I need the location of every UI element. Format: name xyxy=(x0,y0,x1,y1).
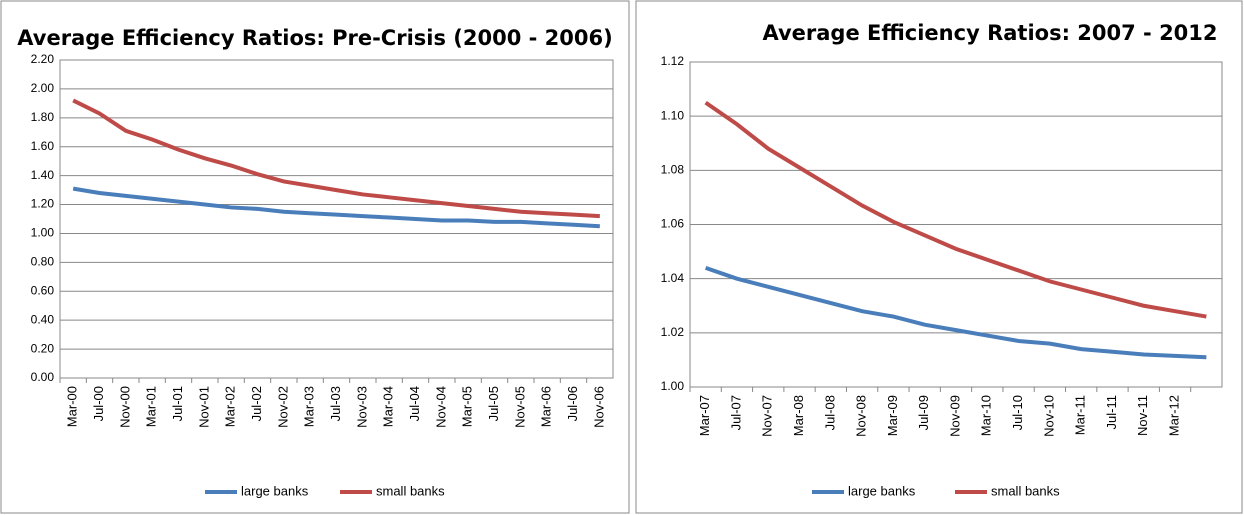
y-tick-label: 1.12 xyxy=(661,54,685,68)
x-tick-label: Nov-06 xyxy=(591,386,606,428)
y-tick-label: 1.02 xyxy=(661,325,685,339)
y-tick-label: 1.08 xyxy=(661,163,685,177)
x-tick-label: Nov-05 xyxy=(512,386,527,428)
x-tick-label: Mar-00 xyxy=(65,386,80,427)
x-tick-label: Mar-01 xyxy=(144,386,159,427)
y-tick-label: 0.00 xyxy=(31,370,55,384)
y-tick-label: 1.60 xyxy=(31,139,55,153)
x-tick-label: Mar-03 xyxy=(302,386,317,427)
legend-label: small banks xyxy=(376,483,445,498)
x-tick-label: Jul-03 xyxy=(328,386,343,421)
y-tick-label: 1.40 xyxy=(31,168,55,182)
x-tick-label: Mar-06 xyxy=(539,386,554,427)
x-tick-label: Nov-09 xyxy=(947,395,962,437)
x-tick-label: Nov-08 xyxy=(854,395,869,437)
x-tick-label: Jul-07 xyxy=(728,395,743,430)
line-series xyxy=(704,100,1207,319)
y-tick-label: 2.20 xyxy=(31,52,55,66)
x-tick-label: Nov-07 xyxy=(760,395,775,437)
x-tick-label: Mar-08 xyxy=(791,395,806,436)
legend-label: small banks xyxy=(991,483,1060,498)
x-tick-label: Nov-00 xyxy=(117,386,132,428)
x-tick-label: Jul-02 xyxy=(249,386,264,421)
legend-label: large banks xyxy=(241,483,309,498)
plot-frame xyxy=(59,59,614,379)
x-tick-label: Mar-02 xyxy=(223,386,238,427)
line-series xyxy=(72,186,600,229)
x-tick-label: Nov-03 xyxy=(354,386,369,428)
x-tick-label: Jul-11 xyxy=(1104,395,1119,429)
x-tick-label: Jul-05 xyxy=(486,386,501,421)
chart-title: Average Efficiency Ratios: 2007 - 2012 xyxy=(762,21,1217,45)
y-tick-label: 0.40 xyxy=(31,312,55,326)
y-tick-label: 0.80 xyxy=(31,255,55,269)
x-tick-label: Jul-04 xyxy=(407,386,422,421)
x-tick-label: Jul-06 xyxy=(565,386,580,421)
x-tick-label: Jul-10 xyxy=(1010,395,1025,430)
x-tick-label: Nov-04 xyxy=(433,386,448,428)
x-tick-label: Nov-11 xyxy=(1135,395,1150,436)
y-tick-label: 1.04 xyxy=(661,271,685,285)
x-tick-label: Mar-09 xyxy=(885,395,900,436)
x-tick-label: Jul-01 xyxy=(170,386,185,421)
y-tick-label: 1.00 xyxy=(31,226,55,240)
y-tick-label: 1.10 xyxy=(661,108,685,122)
x-tick-label: Jul-09 xyxy=(916,395,931,430)
panel-border xyxy=(635,0,1243,514)
chart-title: Average Efficiency Ratios: Pre-Crisis (2… xyxy=(17,26,612,50)
panel-border xyxy=(0,0,630,514)
x-tick-label: Nov-10 xyxy=(1041,395,1056,437)
x-tick-label: Mar-12 xyxy=(1166,395,1181,436)
x-tick-label: Jul-00 xyxy=(91,386,106,421)
legend-label: large banks xyxy=(848,483,916,498)
line-series xyxy=(704,265,1207,360)
y-tick-label: 0.20 xyxy=(31,341,55,355)
x-tick-label: Mar-11 xyxy=(1073,395,1088,435)
x-tick-label: Mar-04 xyxy=(381,386,396,427)
x-tick-label: Nov-02 xyxy=(275,386,290,428)
y-tick-label: 2.00 xyxy=(31,81,55,95)
x-tick-label: Mar-05 xyxy=(460,386,475,427)
x-tick-label: Mar-07 xyxy=(697,395,712,436)
y-tick-label: 1.20 xyxy=(31,197,55,211)
y-tick-label: 0.60 xyxy=(31,283,55,297)
y-tick-label: 1.06 xyxy=(661,217,685,231)
y-tick-label: 1.00 xyxy=(661,379,685,393)
x-tick-label: Nov-01 xyxy=(196,386,211,428)
plot-frame xyxy=(689,61,1223,388)
x-tick-label: Mar-10 xyxy=(979,395,994,436)
y-tick-label: 1.80 xyxy=(31,110,55,124)
x-tick-label: Jul-08 xyxy=(822,395,837,430)
line-series xyxy=(72,98,600,219)
